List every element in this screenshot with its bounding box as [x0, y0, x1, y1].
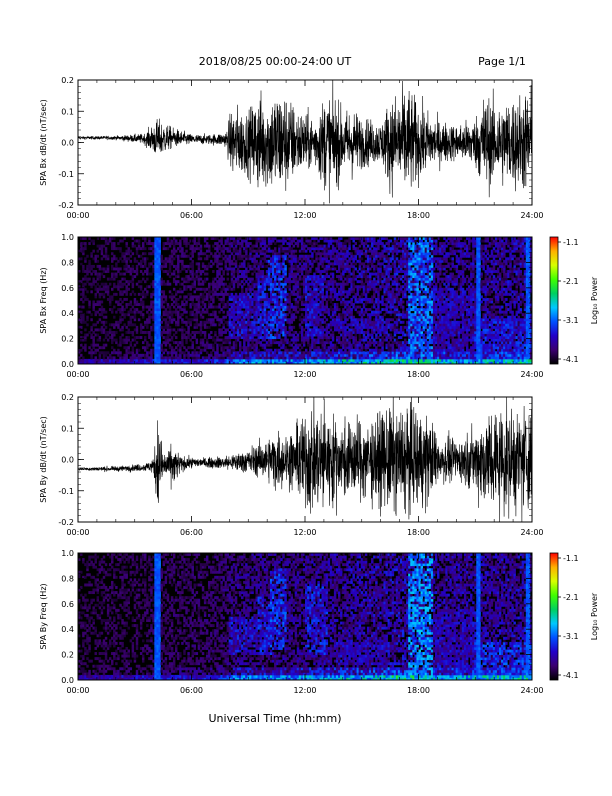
y-tick-label: 0.2 — [61, 393, 74, 402]
x-tick-label: 18:00 — [407, 211, 430, 220]
x-tick-label: 06:00 — [180, 686, 203, 695]
x-tick-label: 06:00 — [180, 528, 203, 537]
y-tick-label: 0.2 — [61, 76, 74, 85]
page-number: Page 1/1 — [478, 55, 526, 68]
x-tick-label: 12:00 — [293, 370, 316, 379]
colorbar: -1.1 -2.1 -3.1 -4.1 Log₁₀ Power — [550, 237, 599, 364]
y-tick-label: -0.2 — [58, 201, 74, 210]
y-tick-label: 0.0 — [61, 456, 74, 465]
y-tick-label: 1.0 — [61, 549, 74, 558]
colorbar-tick-label: -3.1 — [563, 316, 579, 325]
panel-4: -1.1 -2.1 -3.1 -4.1 Log₁₀ Power 00:00 06:00 12:… — [39, 549, 599, 695]
colorbar-label: Log₁₀ Power — [590, 592, 599, 640]
colorbar-label: Log₁₀ Power — [590, 276, 599, 324]
y-tick-label: 0.1 — [61, 107, 74, 116]
x-axis-title: Universal Time (hh:mm) — [209, 712, 342, 725]
colorbar: -1.1 -2.1 -3.1 -4.1 Log₁₀ Power — [550, 553, 599, 680]
colorbar-tick-label: -3.1 — [563, 632, 579, 641]
colorbar-tick-label: -4.1 — [563, 671, 579, 680]
y-tick-label: 0.6 — [61, 284, 74, 293]
y-tick-label: -0.1 — [58, 170, 74, 179]
x-tick-label: 18:00 — [407, 686, 430, 695]
y-tick-label: 0.2 — [61, 651, 74, 660]
y-tick-label: 0.1 — [61, 424, 74, 433]
colorbar-tick-label: -2.1 — [563, 277, 579, 286]
x-tick-label: 00:00 — [66, 370, 89, 379]
y-axis-label: SPA By dB/dt (nT/sec) — [39, 416, 48, 503]
x-tick-label: 06:00 — [180, 211, 203, 220]
x-tick-label: 12:00 — [293, 686, 316, 695]
x-tick-label: 24:00 — [520, 686, 543, 695]
y-tick-label: 0.4 — [61, 625, 74, 634]
y-tick-label: -0.2 — [58, 518, 74, 527]
colorbar-tick-label: -1.1 — [563, 238, 579, 247]
colorbar-scale — [550, 237, 558, 364]
x-tick-label: 00:00 — [66, 211, 89, 220]
y-tick-label: 0.4 — [61, 309, 74, 318]
panel-2: -1.1 -2.1 -3.1 -4.1 Log₁₀ Power 00:00 06:00 12:… — [39, 233, 599, 379]
y-tick-label: -0.1 — [58, 487, 74, 496]
y-tick-label: 0.8 — [61, 574, 74, 583]
panel-1: 00:00 06:00 12:00 18:00 24:00 0.2 0.1 0.0 -0.1 -0… — [39, 72, 544, 220]
x-tick-label: 18:00 — [407, 528, 430, 537]
colorbar-tick-label: -2.1 — [563, 593, 579, 602]
y-axis-label: SPA Bx Freq (Hz) — [39, 267, 48, 333]
y-tick-label: 0.0 — [61, 676, 74, 685]
colorbar-scale — [550, 553, 558, 680]
waveform-series — [78, 72, 532, 203]
y-tick-label: 0.0 — [61, 139, 74, 148]
y-tick-label: 0.0 — [61, 360, 74, 369]
y-axis-label: SPA By Freq (Hz) — [39, 583, 48, 649]
x-tick-label: 24:00 — [520, 528, 543, 537]
x-tick-label: 00:00 — [66, 528, 89, 537]
waveform-series — [78, 384, 532, 523]
x-tick-label: 24:00 — [520, 211, 543, 220]
y-tick-label: 0.8 — [61, 258, 74, 267]
y-tick-label: 0.2 — [61, 335, 74, 344]
x-tick-label: 24:00 — [520, 370, 543, 379]
x-tick-label: 06:00 — [180, 370, 203, 379]
panel-3: 00:00 06:00 12:00 18:00 24:00 0.2 0.1 0.0 -0.1 -0… — [39, 384, 544, 537]
page-title: 2018/08/25 00:00-24:00 UT — [199, 55, 352, 68]
y-tick-label: 0.6 — [61, 600, 74, 609]
y-tick-label: 1.0 — [61, 233, 74, 242]
colorbar-tick-label: -4.1 — [563, 355, 579, 364]
x-tick-label: 00:00 — [66, 686, 89, 695]
y-axis-label: SPA Bx dB/dt (nT/sec) — [39, 99, 48, 186]
x-tick-label: 12:00 — [293, 528, 316, 537]
colorbar-tick-label: -1.1 — [563, 554, 579, 563]
x-tick-label: 18:00 — [407, 370, 430, 379]
x-tick-label: 12:00 — [293, 211, 316, 220]
